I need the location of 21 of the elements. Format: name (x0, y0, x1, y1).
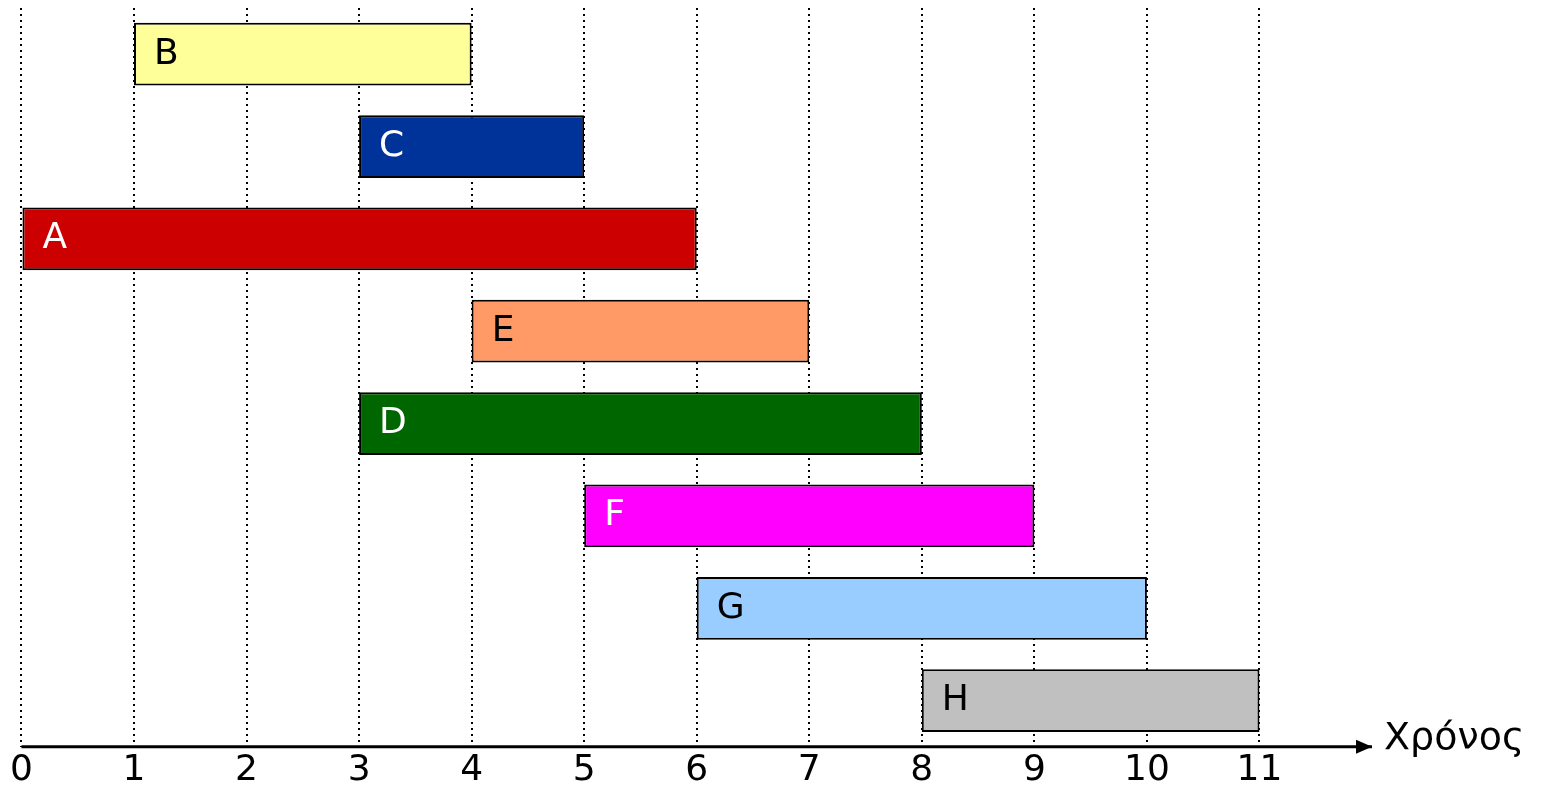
x-tick-label: 4 (460, 746, 484, 788)
y-tick-label: H (941, 676, 969, 718)
x-tick-label: 11 (1236, 746, 1283, 788)
y-tick-label: G (716, 584, 745, 626)
x-tick-label: 7 (797, 746, 821, 788)
x-axis-title: Χρόνος (1384, 713, 1525, 758)
y-tick-label: D (379, 399, 407, 441)
y-tick-label: B (154, 30, 179, 72)
x-tick-label: 6 (685, 746, 709, 788)
x-tick-label: 10 (1124, 746, 1170, 788)
x-tick-label: 2 (235, 746, 258, 788)
y-tick-label: F (604, 492, 625, 534)
y-tick-label: E (491, 307, 515, 349)
x-tick-label: 9 (1022, 746, 1046, 788)
x-tick-label: 3 (347, 746, 371, 788)
x-tick-label: 1 (122, 746, 146, 788)
x-tick-label: 8 (910, 746, 934, 788)
x-tick-label: 5 (572, 746, 596, 788)
y-tick-label: C (379, 122, 405, 164)
x-tick-label: 0 (10, 746, 33, 788)
y-tick-label: A (42, 215, 68, 257)
